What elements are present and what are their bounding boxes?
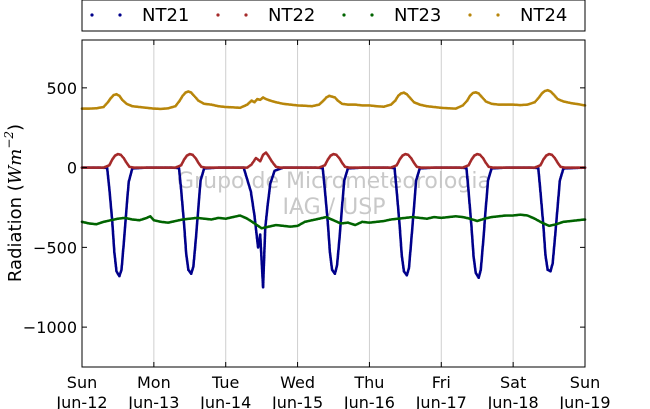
plot-frame [81,39,586,368]
series-NT23 [80,213,587,230]
legend-marker-NT22 [244,13,248,17]
y-tick-label: 0 [67,159,77,178]
x-tick-label-date: Jun-19 [558,393,610,409]
x-tick-label-day: Sun [67,373,97,392]
x-tick-label-date: Jun-17 [415,393,467,409]
x-tick-label-date: Jun-13 [127,393,179,409]
legend-marker-NT21 [90,13,94,17]
x-tick-label-date: Jun-12 [55,393,107,409]
y-tick-label: 500 [46,79,77,98]
legend-marker-NT23 [370,13,374,17]
legend-label-NT23: NT23 [394,5,441,26]
watermark: Grupo de Micrometeorologia IAG / USP [177,169,491,220]
legend-label-NT21: NT21 [142,5,189,26]
series-layer [80,88,587,289]
legend-box [81,0,586,32]
y-axis-label-text: Radiation ( [5,184,26,282]
watermark-line-2: IAG / USP [283,195,386,220]
series-NT24 [80,88,587,111]
legend: NT21 NT22 NT23 NT24 [81,0,586,32]
legend-marker-NT23 [342,13,346,17]
x-tick-label-day: Sun [570,373,600,392]
series-NT22 [80,151,587,169]
x-tick-label-day: Wed [280,373,315,392]
watermark-line-1: Grupo de Micrometeorologia [177,169,491,194]
x-tick-label-date: Jun-15 [271,393,323,409]
x-tick-label-date: Jun-18 [487,393,539,409]
y-axis-label-unit: Wm [5,149,26,185]
legend-label-NT22: NT22 [268,5,315,26]
legend-label-NT24: NT24 [520,5,567,26]
y-axis-label-close: ) [5,124,26,131]
x-tick-label-day: Sat [500,373,526,392]
legend-marker-NT24 [496,13,500,17]
legend-marker-NT22 [216,13,220,17]
y-tick-label: −500 [33,238,77,257]
x-tick-label-date: Jun-16 [343,393,395,409]
x-tick-label-date: Jun-14 [199,393,251,409]
x-tick-label-day: Fri [432,373,451,392]
legend-marker-NT21 [118,13,122,17]
axis-layer: SunJun-12MonJun-13TueJun-14WedJun-15ThuJ… [23,40,611,409]
x-tick-label-day: Mon [137,373,171,392]
y-tick-label: −1000 [23,318,77,337]
legend-marker-NT24 [468,13,472,17]
x-tick-label-day: Tue [211,373,239,392]
y-axis-label: Radiation (Wm−2) [2,124,26,282]
y-axis-label-exponent: −2 [2,131,16,149]
grid-layer [153,40,514,367]
x-tick-label-day: Thu [353,373,384,392]
